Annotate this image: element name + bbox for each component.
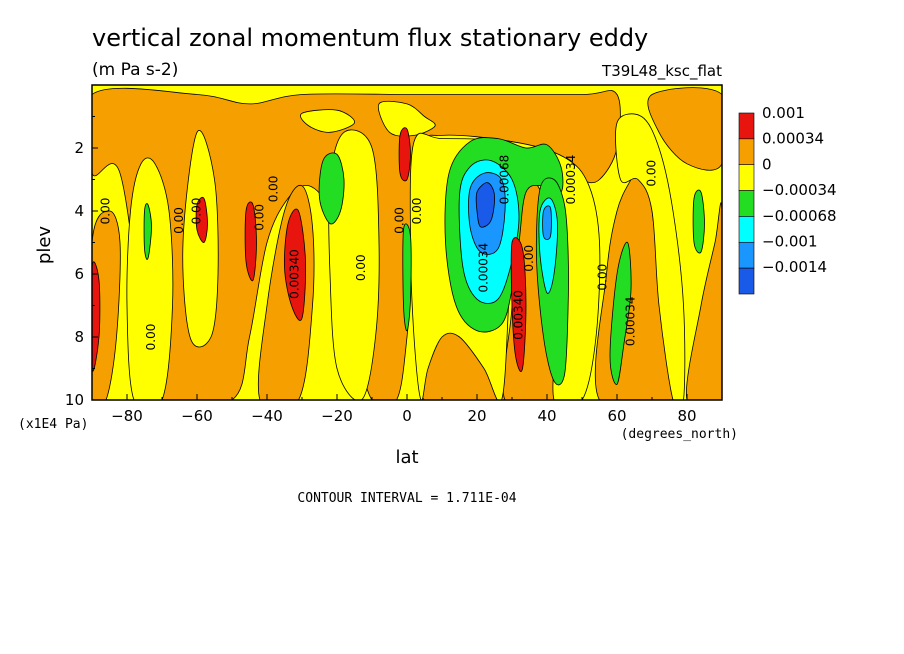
y-units-label: (x1E4 Pa) — [18, 417, 88, 432]
contour-labels: 0.000.000.00 0.00 0.000.000.00340 0.000.00 0… — [99, 155, 659, 351]
x-tick-label: 20 — [467, 407, 486, 425]
plot-area — [92, 85, 722, 400]
contour-region-zero — [126, 157, 174, 400]
legend-label: 0 — [762, 155, 772, 173]
contour-label: 0.00 — [410, 198, 424, 225]
contour-region-positive-low — [647, 87, 722, 171]
contour-region-positive-high — [283, 208, 307, 321]
contour-interval-note: CONTOUR INTERVAL = 1.711E-04 — [297, 491, 516, 506]
contour-label: 0.00340 — [288, 249, 302, 299]
contour-region-negative-low — [609, 241, 632, 385]
contour-label: 0.00 — [522, 245, 536, 272]
contour-label: 0.00034 — [564, 155, 578, 205]
legend-label: −0.001 — [762, 233, 818, 251]
legend-label: −0.00034 — [762, 181, 837, 199]
x-tick-label: −20 — [321, 407, 353, 425]
y-axis-label: plev — [34, 226, 55, 265]
model-label: T39L48_ksc_flat — [601, 62, 722, 81]
contour-region-positive-high — [195, 196, 208, 243]
contour-region-zero — [300, 109, 355, 133]
contour-label: 0.00 — [99, 198, 113, 225]
x-tick-label: 40 — [537, 407, 556, 425]
x-tick-label: 60 — [607, 407, 626, 425]
color-legend: 0.001 0.00034 0 −0.00034 −0.00068 −0.001 −0.00… — [738, 104, 837, 295]
x-tick-label: 0 — [402, 407, 412, 425]
contour-region-positive-high — [510, 237, 527, 372]
y-axis: 2 4 6 8 10 — [65, 116, 98, 409]
contour-label: 0.00 — [172, 207, 186, 234]
contour-label: 0.00 — [645, 160, 659, 187]
contour-region-negative-high — [542, 205, 552, 240]
contour-region-negative-low — [318, 152, 345, 225]
contour-label: 0.00 — [267, 176, 281, 203]
y-tick-label: 4 — [74, 202, 84, 220]
contour-region-zero — [615, 113, 686, 400]
y-tick-label: 10 — [65, 391, 84, 409]
legend-swatch — [738, 138, 755, 166]
contour-label: 0.00 — [393, 207, 407, 234]
x-tick-label: −80 — [111, 407, 143, 425]
legend-label: 0.001 — [762, 104, 805, 122]
x-axis-label: lat — [395, 447, 418, 468]
contour-label: 0.00 — [354, 254, 368, 281]
x-tick-label: 80 — [677, 407, 696, 425]
contour-label: 0.00 — [144, 324, 158, 351]
chart-title: vertical zonal momentum flux stationary … — [92, 24, 648, 52]
contour-label: 0.00 — [596, 264, 610, 291]
contour-region-negative-low — [402, 223, 412, 332]
contour-label: 0.00 — [190, 198, 204, 225]
x-tick-label: −40 — [251, 407, 283, 425]
contour-region-negative-low — [143, 203, 152, 260]
legend-label: −0.00068 — [762, 207, 837, 225]
legend-swatch — [738, 164, 755, 191]
contour-region-zero — [377, 100, 436, 137]
legend-swatch — [738, 241, 755, 269]
contour-region-positive-low — [686, 202, 722, 400]
contour-region-positive-high — [398, 127, 411, 182]
contour-label: 0.00 — [253, 204, 267, 231]
legend-swatch — [738, 112, 755, 140]
y-tick-label: 2 — [74, 139, 84, 157]
contour-label: 0.00034 — [624, 296, 638, 346]
contour-region-negative-low — [692, 189, 705, 254]
contour-label: 0.00034 — [477, 243, 491, 293]
contour-region-positive-high — [92, 261, 101, 372]
legend-swatch — [738, 216, 755, 243]
contour-region-positive-high — [244, 201, 257, 282]
legend-label: −0.0014 — [762, 258, 827, 276]
x-axis: −80 −60 −40 −20 0 20 40 60 80 — [91, 394, 723, 425]
contour-region-positive-low — [92, 210, 121, 400]
x-tick-label: −60 — [181, 407, 213, 425]
y-tick-label: 6 — [74, 265, 84, 283]
x-units-label: (degrees_north) — [621, 427, 738, 442]
y-tick-label: 8 — [74, 328, 84, 346]
chart-units: (m Pa s-2) — [92, 60, 178, 80]
contour-label: 0.00068 — [498, 155, 512, 205]
legend-swatch — [738, 267, 755, 295]
contour-region-negative-max — [475, 182, 496, 228]
contour-label: 0.00340 — [512, 290, 526, 340]
legend-label: 0.00034 — [762, 130, 824, 148]
legend-swatch — [738, 190, 755, 217]
